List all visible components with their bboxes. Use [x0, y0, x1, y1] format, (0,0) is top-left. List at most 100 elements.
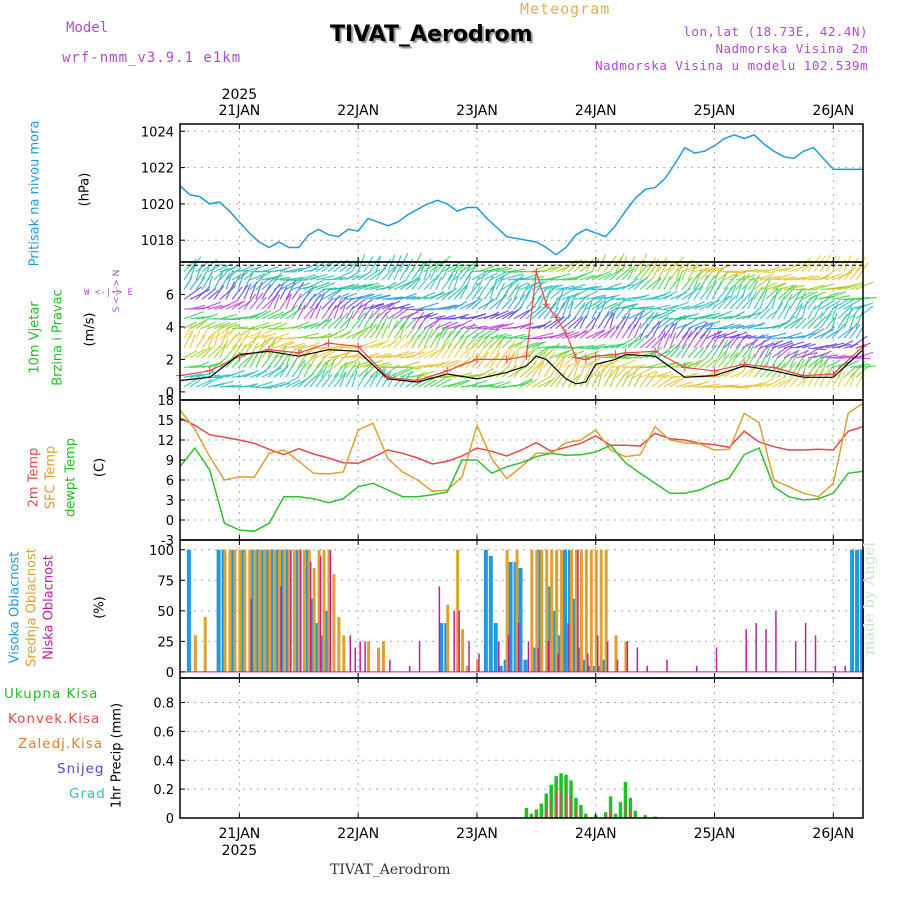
precip-bar	[544, 793, 548, 818]
cloud-bar	[186, 549, 191, 672]
wind-arrow	[585, 358, 599, 369]
precip-bar	[603, 812, 608, 818]
cloud-bar	[223, 549, 227, 672]
wind-arrow	[609, 299, 626, 310]
wind-arrow	[255, 296, 267, 310]
wind-arrow	[453, 275, 459, 290]
wind-arrow	[303, 293, 317, 310]
wind-arrow	[849, 372, 856, 388]
wind-arrow	[297, 262, 319, 273]
wind-arrow	[213, 329, 220, 349]
wind-arrow	[651, 278, 662, 290]
wind-arrow	[693, 269, 702, 290]
wind-arrow	[561, 353, 577, 368]
wind-arrow	[849, 335, 868, 349]
wind-arrow	[735, 314, 751, 320]
cloud-bar	[587, 653, 589, 672]
wind-arrow	[765, 352, 772, 368]
wind-arrow	[831, 256, 841, 273]
wind-arrow	[189, 348, 206, 359]
wind-arrow	[333, 371, 347, 388]
wind-arrow	[729, 334, 741, 349]
wind-arrow	[363, 255, 374, 273]
wind-arrow	[399, 292, 417, 300]
wind-arrow	[603, 255, 617, 273]
wind-arrow	[471, 276, 480, 290]
cloud-bar	[596, 635, 599, 672]
wind-arrow	[183, 311, 205, 320]
y-tick-label: 1018	[141, 234, 174, 249]
y-tick-label: 6	[166, 474, 174, 489]
wind-arrow	[591, 362, 604, 378]
wind-arrow	[453, 263, 468, 273]
wind-arrow	[483, 328, 500, 339]
wind-arrow	[285, 293, 292, 310]
wind-arrow	[477, 340, 488, 359]
wind-arrow	[483, 297, 494, 310]
wind-arrow	[567, 283, 586, 291]
wind-arrow	[789, 302, 804, 320]
wind-gust-marker	[294, 348, 303, 357]
wind-arrow	[807, 347, 827, 351]
wind-arrow	[729, 311, 745, 320]
wind-arrow	[633, 374, 642, 388]
wind-arrow	[531, 376, 551, 388]
wind-arrow	[441, 343, 453, 359]
wind-arrow	[843, 266, 857, 281]
wind-arrow	[357, 312, 368, 329]
cloud-bar	[599, 549, 603, 672]
cloud-bar	[466, 665, 470, 672]
wind-arrow	[837, 283, 858, 291]
wind-arrow	[621, 371, 631, 388]
wind-arrow	[687, 300, 705, 310]
cloud-bar	[626, 641, 629, 672]
axes	[179, 123, 864, 819]
wind-arrow	[717, 330, 738, 339]
wind-arrow	[453, 340, 467, 359]
wind-arrow	[309, 369, 324, 388]
wind-arrow	[765, 341, 779, 359]
wind-arrow	[495, 267, 513, 273]
wind-arrow	[831, 373, 842, 388]
wind-arrow	[621, 312, 631, 329]
wind-arrow	[627, 256, 636, 272]
wind-arrow	[603, 294, 620, 300]
wind-arrow	[609, 311, 616, 329]
wind-gust-marker	[829, 370, 838, 379]
precip-bar	[545, 809, 547, 818]
wind-arrow	[843, 254, 852, 272]
wind-arrow	[765, 282, 786, 291]
wind-arrow	[255, 350, 264, 368]
wind-arrow	[663, 378, 680, 388]
wind-arrow	[321, 374, 333, 388]
wind-arrow	[663, 261, 678, 273]
wind-arrow	[369, 285, 385, 291]
wind-arrow	[207, 263, 223, 273]
wind-arrow	[765, 265, 783, 273]
y-tick-label: 0	[166, 514, 174, 529]
top-day-label: 23JAN	[456, 103, 498, 119]
y-tick-label: 1022	[141, 162, 174, 177]
wind-arrow	[585, 329, 605, 339]
wind-arrow	[609, 304, 621, 320]
wind-arrow	[855, 296, 877, 300]
wind-arrow	[345, 329, 364, 339]
wind-arrow	[513, 285, 521, 300]
wind-arrow	[813, 352, 829, 368]
wind-arrow	[789, 317, 803, 330]
bottom-day-label: 24JAN	[575, 826, 617, 842]
wind-arrow	[741, 268, 760, 273]
wind-arrow	[753, 333, 769, 339]
wind-arrow	[381, 340, 398, 349]
wind-arrow	[309, 319, 331, 330]
cloud-bar	[456, 549, 460, 672]
wind-arrow	[333, 312, 349, 329]
wind-arrow	[363, 268, 381, 281]
wind-arrow	[657, 256, 668, 273]
wind-arrow	[723, 351, 739, 368]
wind-arrow	[285, 379, 301, 388]
wind-arrow	[357, 370, 369, 388]
wind-arrow	[393, 260, 404, 281]
precip-bar	[608, 796, 613, 818]
wind-gust-marker	[769, 363, 778, 372]
